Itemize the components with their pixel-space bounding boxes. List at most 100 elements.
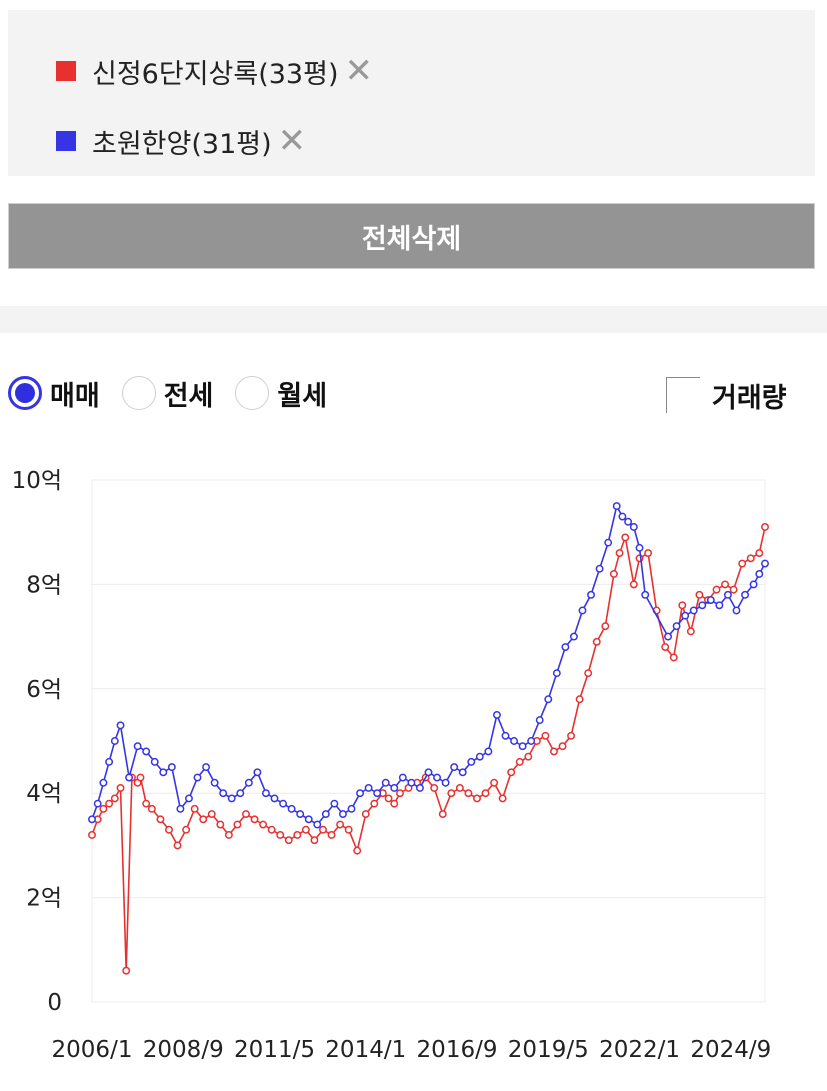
radio-sale[interactable]: 매매 xyxy=(8,374,100,413)
data-point[interactable] xyxy=(510,737,519,745)
data-point[interactable] xyxy=(407,778,416,787)
data-point[interactable] xyxy=(644,549,653,558)
data-point[interactable] xyxy=(621,533,630,542)
data-point[interactable] xyxy=(558,742,567,751)
data-point[interactable] xyxy=(664,632,672,641)
data-point[interactable] xyxy=(193,773,202,782)
data-point[interactable] xyxy=(595,564,604,573)
data-point[interactable] xyxy=(681,611,690,620)
data-point[interactable] xyxy=(110,737,119,745)
data-point[interactable] xyxy=(165,825,173,834)
data-point[interactable] xyxy=(364,784,373,792)
data-point[interactable] xyxy=(159,768,168,777)
data-point[interactable] xyxy=(689,606,698,615)
data-point[interactable] xyxy=(592,637,601,646)
close-icon[interactable]: ✕ xyxy=(277,121,307,161)
delete-all-button[interactable]: 전체삭제 xyxy=(8,203,815,269)
data-point[interactable] xyxy=(729,585,738,594)
data-point[interactable] xyxy=(698,601,707,610)
data-point[interactable] xyxy=(233,820,242,829)
data-point[interactable] xyxy=(361,810,370,819)
data-point[interactable] xyxy=(370,799,379,808)
data-point[interactable] xyxy=(304,815,313,824)
data-point[interactable] xyxy=(695,590,704,599)
data-point[interactable] xyxy=(424,768,433,777)
data-point[interactable] xyxy=(641,590,650,599)
data-point[interactable] xyxy=(136,773,145,782)
data-point[interactable] xyxy=(475,752,484,761)
data-point[interactable] xyxy=(88,831,96,839)
data-point[interactable] xyxy=(518,742,527,751)
data-point[interactable] xyxy=(678,601,687,610)
data-point[interactable] xyxy=(501,731,510,740)
data-point[interactable] xyxy=(450,763,459,772)
data-point[interactable] xyxy=(125,773,134,782)
data-point[interactable] xyxy=(624,517,633,526)
data-point[interactable] xyxy=(541,731,550,740)
data-point[interactable] xyxy=(604,538,613,547)
data-point[interactable] xyxy=(293,831,302,839)
data-point[interactable] xyxy=(415,784,424,792)
data-point[interactable] xyxy=(313,820,322,829)
data-point[interactable] xyxy=(185,794,193,803)
data-point[interactable] xyxy=(384,794,393,803)
data-point[interactable] xyxy=(569,632,578,641)
data-point[interactable] xyxy=(262,789,270,798)
data-point[interactable] xyxy=(732,606,741,615)
data-point[interactable] xyxy=(464,789,473,798)
data-point[interactable] xyxy=(287,804,296,813)
data-point[interactable] xyxy=(224,831,233,839)
data-point[interactable] xyxy=(336,820,345,829)
data-point[interactable] xyxy=(116,784,125,792)
data-point[interactable] xyxy=(492,710,501,719)
data-point[interactable] xyxy=(105,799,114,808)
data-point[interactable] xyxy=(270,794,279,803)
data-point[interactable] xyxy=(507,768,516,777)
data-point[interactable] xyxy=(321,810,330,819)
data-point[interactable] xyxy=(390,799,399,808)
data-point[interactable] xyxy=(567,731,576,740)
data-point[interactable] xyxy=(253,768,262,777)
data-point[interactable] xyxy=(661,643,670,651)
data-point[interactable] xyxy=(353,846,362,855)
data-point[interactable] xyxy=(105,757,114,766)
data-point[interactable] xyxy=(669,653,678,662)
data-point[interactable] xyxy=(99,804,108,813)
data-point[interactable] xyxy=(110,794,119,803)
data-point[interactable] xyxy=(584,669,593,678)
data-point[interactable] xyxy=(244,778,253,787)
data-point[interactable] xyxy=(455,784,464,792)
data-point[interactable] xyxy=(338,810,347,819)
data-point[interactable] xyxy=(578,606,587,615)
data-point[interactable] xyxy=(535,716,544,725)
data-point[interactable] xyxy=(202,763,211,772)
data-point[interactable] xyxy=(749,580,758,589)
data-point[interactable] xyxy=(433,773,442,782)
volume-checkbox[interactable] xyxy=(666,377,700,413)
data-point[interactable] xyxy=(310,836,319,845)
data-point[interactable] xyxy=(544,695,553,704)
data-point[interactable] xyxy=(216,820,225,829)
data-point[interactable] xyxy=(167,763,176,772)
data-point[interactable] xyxy=(116,721,125,730)
data-point[interactable] xyxy=(738,559,747,568)
data-point[interactable] xyxy=(741,590,749,599)
data-point[interactable] xyxy=(447,789,456,798)
data-point[interactable] xyxy=(712,585,721,594)
data-point[interactable] xyxy=(706,596,715,605)
data-point[interactable] xyxy=(356,789,365,798)
data-point[interactable] xyxy=(236,789,245,798)
data-point[interactable] xyxy=(484,747,493,756)
data-point[interactable] xyxy=(219,789,228,798)
data-point[interactable] xyxy=(755,549,764,558)
data-point[interactable] xyxy=(672,622,681,631)
data-point[interactable] xyxy=(276,831,285,839)
data-point[interactable] xyxy=(301,825,310,834)
data-point[interactable] xyxy=(761,559,769,568)
data-point[interactable] xyxy=(147,804,156,813)
data-point[interactable] xyxy=(458,768,467,777)
data-point[interactable] xyxy=(390,784,399,792)
data-point[interactable] xyxy=(207,810,216,819)
radio-unchecked-icon[interactable] xyxy=(235,376,270,410)
data-point[interactable] xyxy=(210,778,219,787)
